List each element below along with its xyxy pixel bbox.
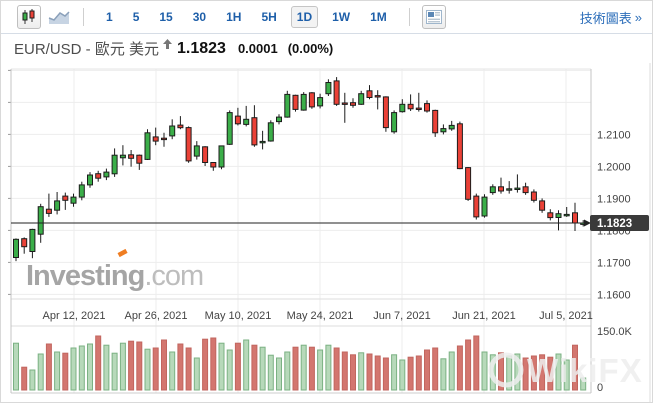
- chart-canvas[interactable]: Investing.com 1.2100 1.2000 1.1900 1.1800 1.…: [1, 63, 653, 403]
- svg-text:1.2000: 1.2000: [597, 161, 631, 173]
- svg-text:1.1700: 1.1700: [597, 257, 631, 269]
- toolbar-separator: [408, 8, 410, 26]
- volume-axis-labels: 150.0K 0: [597, 326, 633, 394]
- interval-button-30[interactable]: 30: [187, 6, 212, 28]
- svg-text:Apr 26, 2021: Apr 26, 2021: [125, 310, 188, 322]
- price-change: 0.0001: [237, 41, 278, 56]
- svg-text:May 24, 2021: May 24, 2021: [287, 310, 354, 322]
- interval-button-1[interactable]: 1: [100, 6, 119, 28]
- svg-text:Investing.com: Investing.com: [26, 260, 203, 292]
- line-chart-icon: [48, 11, 70, 24]
- svg-text:Jun 7, 2021: Jun 7, 2021: [373, 310, 431, 322]
- interval-button-1d[interactable]: 1D: [290, 6, 319, 28]
- interval-button-1w[interactable]: 1W: [326, 6, 356, 28]
- svg-text:WikiFX: WikiFX: [527, 352, 643, 389]
- svg-text:1.1600: 1.1600: [597, 289, 631, 301]
- price-change-percent: (0.00%): [287, 41, 334, 56]
- current-price-line: [11, 219, 591, 227]
- logo-accent-tick: [117, 248, 128, 258]
- price-up-arrow-icon: [163, 36, 173, 54]
- technical-chart-link[interactable]: 技術圖表 »: [580, 8, 642, 27]
- svg-text:1.1900: 1.1900: [597, 193, 631, 205]
- date-axis-labels: Apr 12, 2021 Apr 26, 2021 May 10, 2021 May …: [43, 310, 593, 322]
- news-panel-icon: [425, 10, 442, 24]
- candlestick-chart[interactable]: Investing.com 1.21001.20001.19001.18001.…: [1, 63, 653, 403]
- candlestick-icon: [22, 9, 35, 24]
- current-price-badge: 1.1823: [590, 215, 649, 231]
- quote-bar: EUR/USD - 歐元 美元 1.1823 0.0001 (0.00%): [1, 34, 652, 63]
- candles-layer: [13, 77, 587, 262]
- line-style-button[interactable]: [47, 5, 71, 29]
- svg-text:0: 0: [597, 382, 603, 394]
- svg-text:May 10, 2021: May 10, 2021: [205, 310, 272, 322]
- svg-text:1.2100: 1.2100: [597, 129, 631, 141]
- interval-button-1h[interactable]: 1H: [220, 6, 247, 28]
- toolbar: 1 5 15 30 1H 5H 1D 1W 1M 技術圖表 »: [1, 1, 652, 34]
- chevron-right-icon: »: [634, 9, 642, 25]
- svg-text:1.1823: 1.1823: [597, 218, 632, 230]
- interval-button-1m[interactable]: 1M: [364, 6, 393, 28]
- interval-button-group: 1 5 15 30 1H 5H 1D 1W 1M: [96, 6, 397, 28]
- svg-text:150.0K: 150.0K: [597, 326, 633, 338]
- price-line-arrow-icon: [584, 219, 591, 227]
- instrument-name: EUR/USD - 歐元 美元: [14, 41, 160, 58]
- volume-bars: [13, 335, 587, 391]
- technical-chart-link-label: 技術圖表: [579, 10, 632, 26]
- news-panel-button[interactable]: [421, 5, 446, 29]
- toolbar-separator: [83, 8, 84, 26]
- interval-button-5h[interactable]: 5H: [255, 6, 282, 28]
- price-gridlines: [8, 69, 591, 295]
- svg-text:Apr 12, 2021: Apr 12, 2021: [43, 310, 106, 322]
- candlestick-style-button[interactable]: [17, 5, 41, 29]
- svg-text:Jun 21, 2021: Jun 21, 2021: [452, 310, 516, 322]
- investing-watermark: Investing.com: [26, 248, 204, 292]
- svg-text:Jul 5, 2021: Jul 5, 2021: [539, 310, 593, 322]
- chart-frame: [10, 63, 651, 402]
- interval-button-5[interactable]: 5: [127, 6, 146, 28]
- last-price: 1.1823: [177, 39, 226, 57]
- interval-button-15[interactable]: 15: [153, 6, 178, 28]
- wikifx-watermark: WikiFX: [488, 352, 643, 389]
